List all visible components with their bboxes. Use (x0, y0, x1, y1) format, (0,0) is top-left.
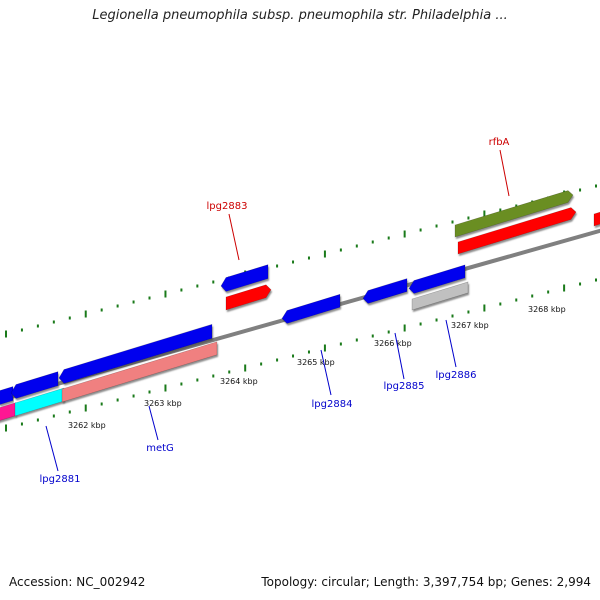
inner-tick-track (5, 278, 597, 432)
gene-grey (411, 281, 469, 311)
gene-label-lpg2885[interactable]: lpg2885 (384, 381, 425, 392)
scale-label: 3267 kbp (451, 321, 489, 330)
gene-lpg2886 (408, 264, 466, 294)
map-title: Legionella pneumophila subsp. pneumophil… (92, 8, 508, 23)
leader-line-lpg2886 (445, 319, 457, 368)
gene-pink (61, 341, 218, 403)
gene-label-rfbA[interactable]: rfbA (489, 137, 510, 148)
scale-label: 3263 kbp (144, 399, 182, 408)
scale-label: 3264 kbp (220, 377, 258, 386)
scale-label: 3266 kbp (374, 339, 412, 348)
gene-left-blue (0, 386, 14, 405)
gene-label-lpg2886[interactable]: lpg2886 (436, 370, 477, 381)
leader-line-lpg2885 (394, 332, 405, 380)
gene-edge-red (593, 211, 600, 227)
gene-labels: lpg2881 metG lpg2883 lpg2884 lpg2885 lpg2886 r… (40, 137, 510, 485)
gene-lpg2885 (362, 278, 408, 304)
leader-line-lpg2881 (45, 425, 59, 472)
gene-label-metG[interactable]: metG (146, 443, 174, 454)
gene-label-lpg2883[interactable]: lpg2883 (207, 201, 248, 212)
leader-line-lpg2883 (228, 213, 240, 261)
leader-line-rfbA (499, 149, 510, 197)
gene-metG-blue (58, 323, 213, 384)
scale-labels: 3262 kbp 3263 kbp 3264 kbp 3265 kbp 3266 kbp… (68, 305, 566, 430)
scale-label: 3268 kbp (528, 305, 566, 314)
gene-lpg2884 (281, 293, 341, 324)
summary-text: Topology: circular; Length: 3,397,754 bp… (261, 575, 591, 589)
gene-rfbA-olive (454, 190, 574, 238)
gene-label-lpg2881[interactable]: lpg2881 (40, 474, 81, 485)
leader-line-metG (148, 405, 159, 441)
gene-lpg2883-upper (220, 264, 269, 292)
gene-rfbA-red (457, 207, 577, 255)
gene-label-lpg2884[interactable]: lpg2884 (312, 399, 353, 410)
gene-lpg2883-lower (225, 284, 272, 311)
gene-features (0, 190, 600, 421)
scale-label: 3265 kbp (297, 358, 335, 367)
accession-text: Accession: NC_002942 (9, 575, 146, 589)
leader-line-lpg2884 (320, 349, 332, 396)
gene-lpg2881-blue (10, 371, 59, 399)
gene-magenta (0, 402, 17, 421)
scale-label: 3262 kbp (68, 421, 106, 430)
